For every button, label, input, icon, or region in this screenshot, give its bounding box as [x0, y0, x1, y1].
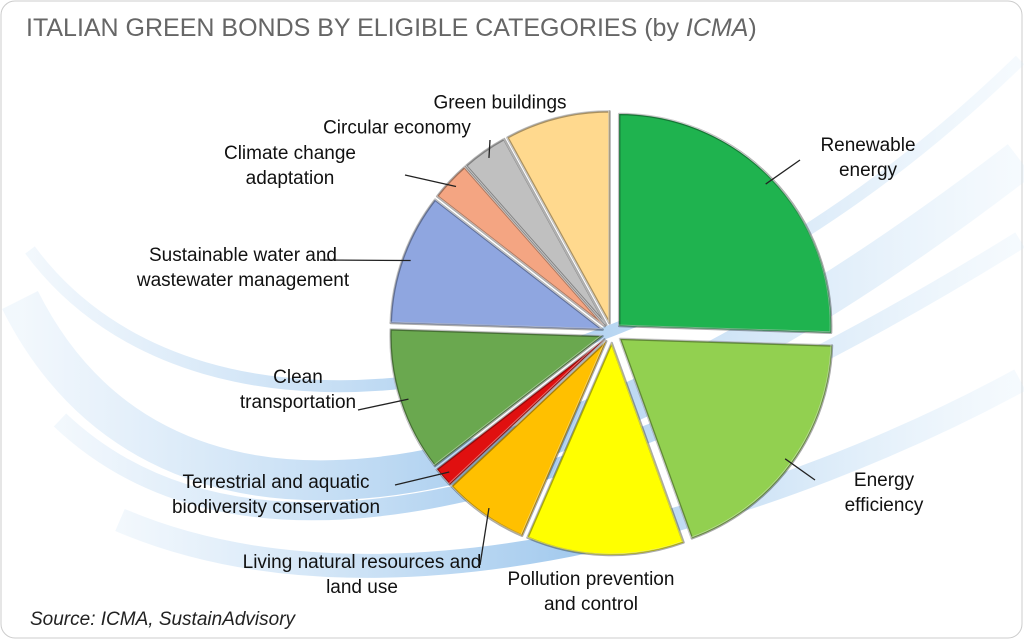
pie-slice: [617, 112, 833, 334]
slice-bevel: [435, 338, 604, 485]
slice-bevel: [450, 339, 606, 536]
slice-bevel: [389, 197, 604, 330]
pie-slice: [435, 165, 606, 328]
leader-line: [357, 398, 409, 411]
source-note: Source: ICMA, SustainAdvisory: [30, 609, 296, 630]
slice-label: Living natural resources and land use: [242, 552, 482, 598]
pie-slice: [526, 341, 685, 557]
slice-bevel: [505, 109, 610, 323]
leaders: [319, 139, 816, 566]
leader-line: [765, 159, 801, 185]
pie-slice: [389, 198, 604, 331]
pie-slice: [389, 328, 604, 468]
title-emphasis: ICMA: [685, 14, 749, 42]
slice-bevel: [525, 340, 684, 555]
pie: [389, 109, 834, 557]
slice-bevel: [435, 165, 605, 326]
leader-line: [488, 139, 491, 158]
slice-label: Climate change adaptation: [223, 143, 357, 189]
slice-label: Sustainable water and wastewater managem…: [136, 245, 350, 291]
leader-line: [404, 174, 457, 188]
slice-label: Clean transportation: [239, 367, 357, 413]
slice-bevel: [617, 112, 831, 333]
slice-label: Energy efficiency: [844, 470, 924, 516]
pie-slice: [506, 110, 611, 325]
leader-line: [394, 471, 450, 486]
leader-line: [479, 507, 490, 566]
slice-label: Circular economy: [323, 117, 471, 139]
chart-title: ITALIAN GREEN BONDS BY ELIGIBLE CATEGORI…: [26, 14, 757, 43]
leader-line: [784, 458, 816, 481]
slice-label: Green buildings: [433, 92, 567, 114]
slice-label: Pollution prevention and control: [507, 569, 675, 615]
pie-slice: [464, 137, 608, 327]
slice-label: Renewable energy: [820, 135, 916, 181]
title-end: ): [748, 14, 757, 42]
slice-bevel: [464, 137, 606, 325]
pie-slice: [450, 339, 608, 537]
pie-slice: [435, 338, 606, 486]
slice-label: Terrestrial and aquatic biodiversity con…: [171, 472, 381, 518]
leader-line: [319, 259, 411, 262]
title-main: ITALIAN GREEN BONDS BY ELIGIBLE CATEGORI…: [26, 14, 679, 42]
